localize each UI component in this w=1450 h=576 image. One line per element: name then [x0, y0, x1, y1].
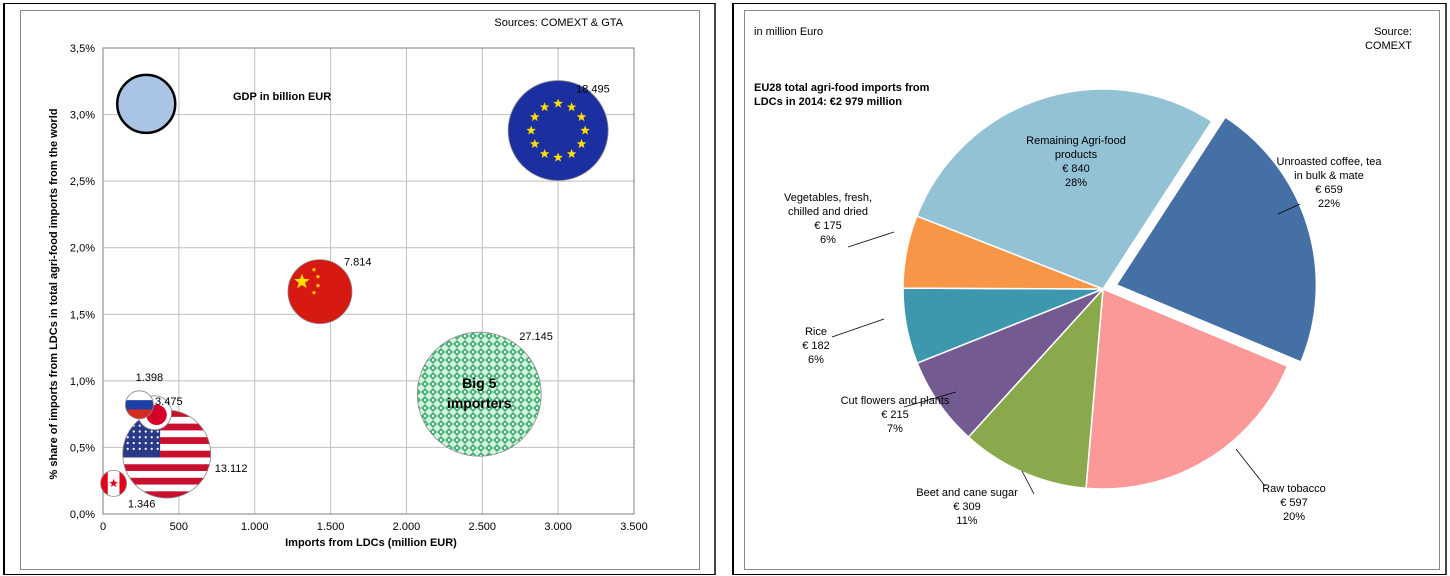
- big5-pattern: Big 5 importers: [416, 331, 542, 457]
- bubble-value-label: 3.475: [155, 396, 183, 408]
- x-tick-label: 2.500: [469, 521, 497, 533]
- pie-unit-label: in million Euro: [754, 26, 823, 38]
- y-tick-label: 2,5%: [70, 176, 95, 188]
- y-tick-label: 2,0%: [70, 243, 95, 255]
- pie-slice: [1085, 287, 1289, 490]
- bubble-value-label: 1.346: [128, 498, 156, 510]
- x-tick-label: 2.000: [393, 521, 421, 533]
- y-tick-label: 0,5%: [70, 442, 95, 454]
- bubble-value-label: 7.814: [344, 257, 372, 269]
- pie-chart-panel: in million Euro Source: COMEXT EU28 tota…: [732, 3, 1447, 575]
- bubble-marks: Big 5 importers 27.145 18.495 13.112 7.814 3.4…: [100, 73, 610, 510]
- pie-source-line1: Source:: [1374, 26, 1412, 38]
- bubble-chart-frame: [20, 10, 700, 570]
- pie-leader-line: [847, 231, 895, 248]
- pie-labels: Unroasted coffee, tea in bulk & mate € 659…: [784, 135, 1382, 527]
- y-tick-label: 3,5%: [70, 43, 95, 55]
- bubble-value-label: 13.112: [215, 463, 248, 475]
- y-tick-label: 1,5%: [70, 309, 95, 321]
- pie-leader-line: [831, 318, 885, 338]
- pie-slice-label: Vegetables, fresh, chilled and dried € 175…: [784, 192, 872, 246]
- pie-source-line2: COMEXT: [1365, 40, 1412, 52]
- pie-slice-label: Raw tobacco € 597 20%: [1262, 483, 1326, 523]
- russia-flag-icon: [125, 390, 154, 420]
- pie-slices: [902, 88, 1318, 490]
- pie-slice-label: Rice € 182 6%: [802, 326, 830, 366]
- pie-leader-line: [1235, 448, 1266, 487]
- pie-chart-frame: [744, 10, 1440, 570]
- canada-flag-icon: [100, 469, 128, 497]
- pie-chart: in million Euro Source: COMEXT EU28 tota…: [754, 26, 1412, 527]
- y-tick-label: 3,0%: [70, 110, 95, 122]
- x-tick-label: 3.500: [620, 521, 648, 533]
- bubble-axes: 0 500 1.000 1.500 2.000 2.500 3.000 3.500 0,0% 0,…: [70, 43, 648, 533]
- y-tick-label: 1,0%: [70, 376, 95, 388]
- eu-flag-icon: [507, 80, 609, 181]
- big5-label-line2: importers: [447, 395, 512, 411]
- plot-area-border: [102, 47, 635, 515]
- pie-slice-label: Remaining Agri-food products € 840 28%: [1026, 135, 1126, 189]
- pie-title-line2: LDCs in 2014: €2 979 million: [754, 96, 902, 108]
- bubble-xlabel: Imports from LDCs (million EUR): [285, 537, 457, 549]
- big5-label-line1: Big 5: [462, 375, 496, 391]
- x-tick-label: 3.000: [544, 521, 572, 533]
- pie-title-line1: EU28 total agri-food imports from: [754, 82, 930, 94]
- pie-slice: [1115, 116, 1318, 363]
- pie-slice-label: Beet and cane sugar € 309 11%: [916, 487, 1018, 527]
- pie-leader-line: [903, 391, 957, 408]
- pie-leader-line: [1021, 470, 1035, 495]
- x-tick-label: 500: [170, 521, 188, 533]
- pie-slice-label: Cut flowers and plants € 215 7%: [841, 395, 950, 435]
- x-tick-label: 0: [100, 521, 106, 533]
- bubble-source-label: Sources: COMEXT & GTA: [494, 17, 623, 29]
- bubble-value-label: 1.398: [136, 372, 164, 384]
- bubble-value-label: 18.495: [576, 84, 610, 96]
- bubble-chart: 0 500 1.000 1.500 2.000 2.500 3.000 3.500 0,0% 0,…: [48, 17, 648, 549]
- china-flag-icon: [287, 259, 353, 325]
- legend-bubble: [115, 73, 177, 135]
- bubble-ylabel: % share of imports from LDCs in total ag…: [48, 109, 60, 480]
- bubble-chart-panel: 0 500 1.000 1.500 2.000 2.500 3.000 3.500 0,0% 0,…: [3, 3, 716, 575]
- x-tick-label: 1.500: [317, 521, 345, 533]
- x-tick-label: 1.000: [241, 521, 269, 533]
- pie-slice-label: Unroasted coffee, tea in bulk & mate € 659…: [1277, 156, 1383, 210]
- pie-slice: [915, 88, 1213, 290]
- bubble-value-label: 27.145: [519, 331, 553, 343]
- pie-leader-line: [1277, 203, 1301, 215]
- bubble-legend-label: GDP in billion EUR: [233, 91, 331, 103]
- y-tick-label: 0,0%: [70, 509, 95, 521]
